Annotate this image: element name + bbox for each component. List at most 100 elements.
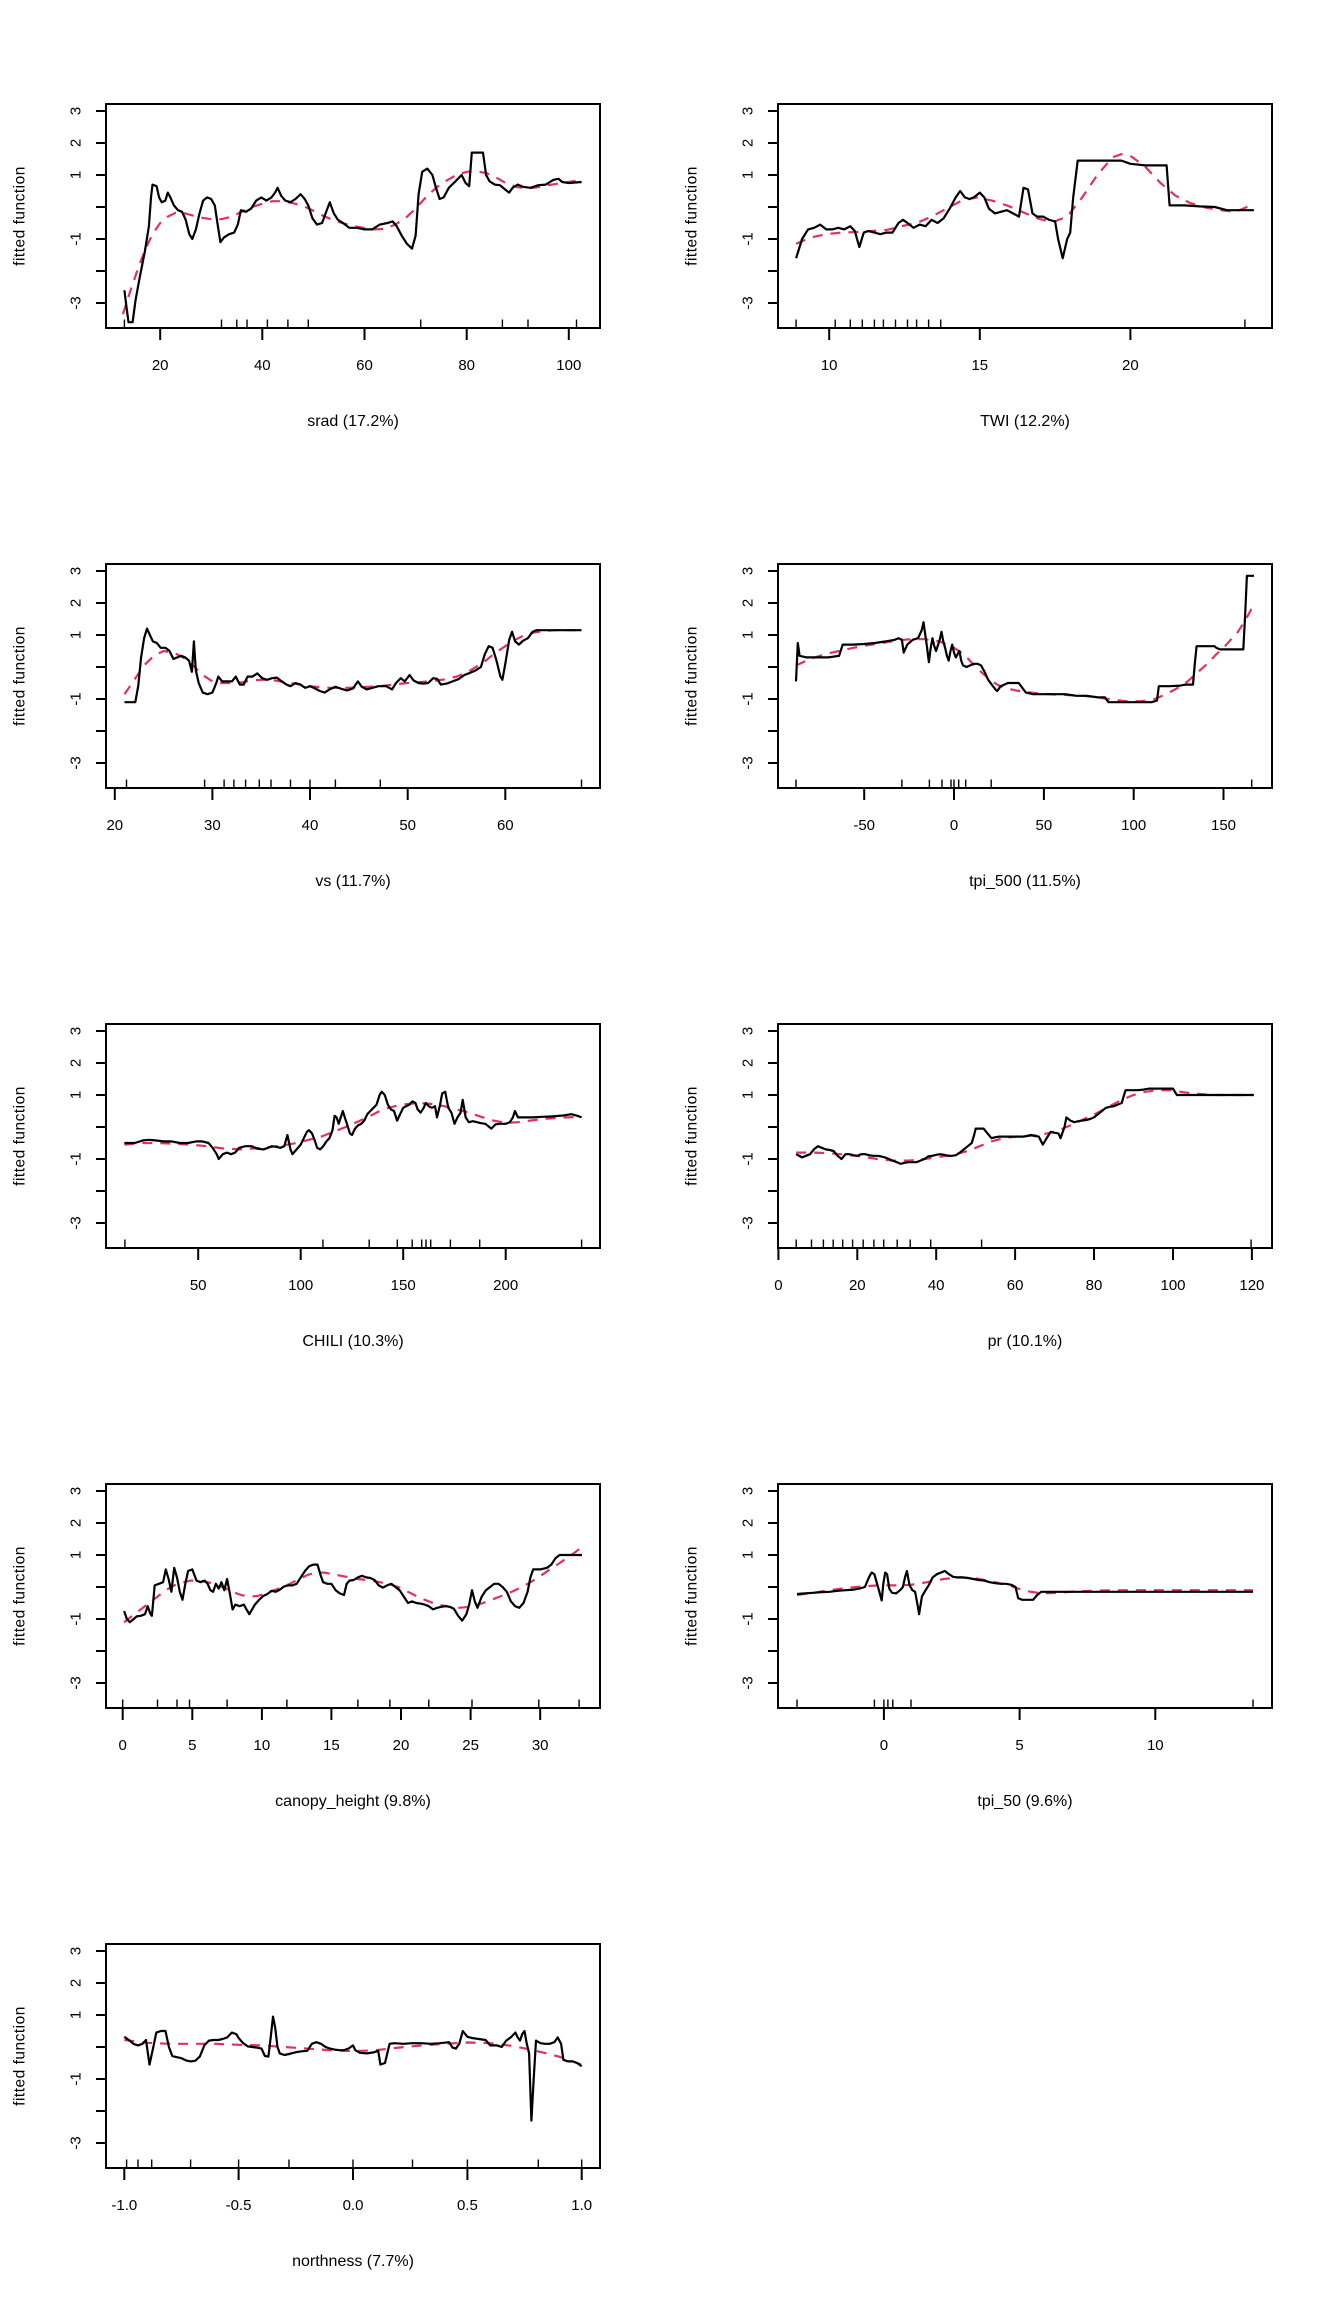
plot-box — [777, 1483, 1273, 1709]
y-tick-label: -1 — [68, 232, 85, 245]
y-tick-label: -3 — [68, 756, 85, 769]
y-tick-label: 2 — [68, 139, 85, 147]
y-tick-label: 3 — [68, 107, 85, 115]
x-tick-label: 0.5 — [457, 2197, 478, 2214]
y-tick-label: 2 — [740, 139, 757, 147]
y-tick-label: 2 — [68, 1979, 85, 1987]
x-tick-label: 25 — [462, 1737, 479, 1754]
y-tick-label: -1 — [68, 692, 85, 705]
y-tick-label: 1 — [740, 171, 757, 179]
x-tick-label: 0.0 — [343, 2197, 364, 2214]
x-tick-label: 30 — [204, 817, 221, 834]
y-tick-label: 2 — [740, 599, 757, 607]
smoother-line — [795, 153, 1255, 245]
fitted-line — [795, 159, 1254, 260]
x-tick-label: 5 — [1015, 1737, 1023, 1754]
y-tick-label: -3 — [68, 2136, 85, 2149]
x-axis-title: vs (11.7%) — [315, 873, 390, 890]
fitted-line — [123, 2015, 583, 2122]
rug-marks — [125, 779, 583, 787]
x-tick-label: 20 — [152, 357, 169, 374]
smoother-line — [123, 629, 582, 695]
y-axis-title: fitted function — [12, 1546, 29, 1646]
y-tick-label: 3 — [740, 567, 757, 575]
panel-canopy_height: 3 2 1 -1 -3 0 5 10 15 20 25 30 fitted function canopy… — [0, 1382, 672, 1842]
x-tick-label: -50 — [853, 817, 875, 834]
y-tick-label: -3 — [68, 1216, 85, 1229]
x-tick-label: 100 — [556, 357, 581, 374]
y-axis-title: fitted function — [684, 1546, 701, 1646]
x-tick-label: 60 — [356, 357, 373, 374]
x-tick-label: 150 — [391, 1277, 416, 1294]
y-tick-label: 3 — [68, 1947, 85, 1955]
smoother-line — [124, 2038, 583, 2066]
x-tick-label: 30 — [532, 1737, 549, 1754]
rug-marks — [124, 1239, 583, 1247]
y-tick-label: -1 — [68, 1152, 85, 1165]
rug-marks — [795, 319, 1246, 327]
x-tick-label: -0.5 — [226, 2197, 252, 2214]
x-tick-label: 20 — [106, 817, 123, 834]
fitted-line — [794, 574, 1254, 704]
y-tick-label: -3 — [68, 296, 85, 309]
x-tick-label: 60 — [497, 817, 514, 834]
y-tick-label: 3 — [68, 1027, 85, 1035]
y-tick-label: -1 — [740, 1152, 757, 1165]
x-tick-label: -1.0 — [111, 2197, 137, 2214]
chart-CHILI: 3 2 1 -1 -3 50 100 150 200 fitted function CHILI (… — [12, 1023, 601, 1350]
y-tick-label: 1 — [68, 1551, 85, 1559]
smoother-line — [795, 601, 1256, 703]
panel-CHILI: 3 2 1 -1 -3 50 100 150 200 fitted function CHILI (… — [0, 922, 672, 1382]
plot-box — [105, 1943, 601, 2169]
rug-marks — [121, 1699, 580, 1707]
x-axis-title: canopy_height (9.8%) — [275, 1793, 431, 1810]
panel-TWI: 3 2 1 -1 -3 10 15 20 fitted function TWI (12.2%) — [672, 2, 1344, 462]
y-tick-label: 1 — [740, 1091, 757, 1099]
chart-canopy_height: 3 2 1 -1 -3 0 5 10 15 20 25 30 fitted function canopy… — [12, 1483, 601, 1810]
rug-marks — [795, 779, 1253, 787]
chart-tpi_500: 3 2 1 -1 -3 -50 0 50 100 150 fitted function tpi_50… — [684, 563, 1273, 890]
chart-northness: 3 2 1 -1 -3 -1.0 -0.5 0.0 0.5 1.0 fitted function n… — [12, 1943, 601, 2270]
x-tick-label: 20 — [1122, 357, 1139, 374]
y-tick-label: 1 — [68, 631, 85, 639]
rug-marks — [125, 2159, 583, 2167]
panel-tpi_500: 3 2 1 -1 -3 -50 0 50 100 150 fitted function tpi_50… — [672, 462, 1344, 922]
fitted-line — [124, 627, 582, 704]
y-tick-label: 3 — [68, 1487, 85, 1495]
x-tick-label: 10 — [1147, 1737, 1164, 1754]
y-tick-label: 3 — [740, 107, 757, 115]
y-tick-label: -1 — [740, 1612, 757, 1625]
x-tick-label: 15 — [971, 357, 988, 374]
y-axis-title: fitted function — [684, 166, 701, 266]
y-axis-title: fitted function — [12, 166, 29, 266]
x-axis-title: pr (10.1%) — [988, 1333, 1063, 1350]
y-tick-label: 3 — [740, 1027, 757, 1035]
plot-box — [777, 1023, 1273, 1249]
y-tick-label: -1 — [740, 232, 757, 245]
y-axis-title: fitted function — [684, 626, 701, 726]
plot-box — [105, 1023, 601, 1249]
rug-marks — [123, 319, 578, 327]
chart-vs: 3 2 1 -1 -3 20 30 40 50 60 fitted function vs (11.7… — [12, 563, 601, 890]
y-tick-label: 1 — [740, 1551, 757, 1559]
y-tick-label: 3 — [68, 567, 85, 575]
y-tick-label: 1 — [68, 1091, 85, 1099]
x-axis-title: srad (17.2%) — [307, 413, 399, 430]
fitted-line — [123, 1553, 582, 1624]
y-axis-title: fitted function — [12, 2006, 29, 2106]
chart-srad: 3 2 1 -1 -3 20 40 60 80 100 fitted function srad (1… — [12, 103, 601, 430]
x-tick-label: 80 — [1086, 1277, 1103, 1294]
y-tick-label: 2 — [740, 1059, 757, 1067]
y-tick-label: -1 — [68, 1612, 85, 1625]
fitted-line — [795, 1087, 1254, 1165]
x-tick-label: 100 — [288, 1277, 313, 1294]
plot-box — [777, 103, 1273, 329]
y-tick-label: 2 — [740, 1519, 757, 1527]
plot-box — [777, 563, 1273, 789]
x-tick-label: 100 — [1121, 817, 1146, 834]
smoother-line — [121, 170, 582, 315]
rug-marks — [796, 1699, 1254, 1707]
smoother-line — [124, 1101, 582, 1151]
y-axis-title: fitted function — [12, 626, 29, 726]
